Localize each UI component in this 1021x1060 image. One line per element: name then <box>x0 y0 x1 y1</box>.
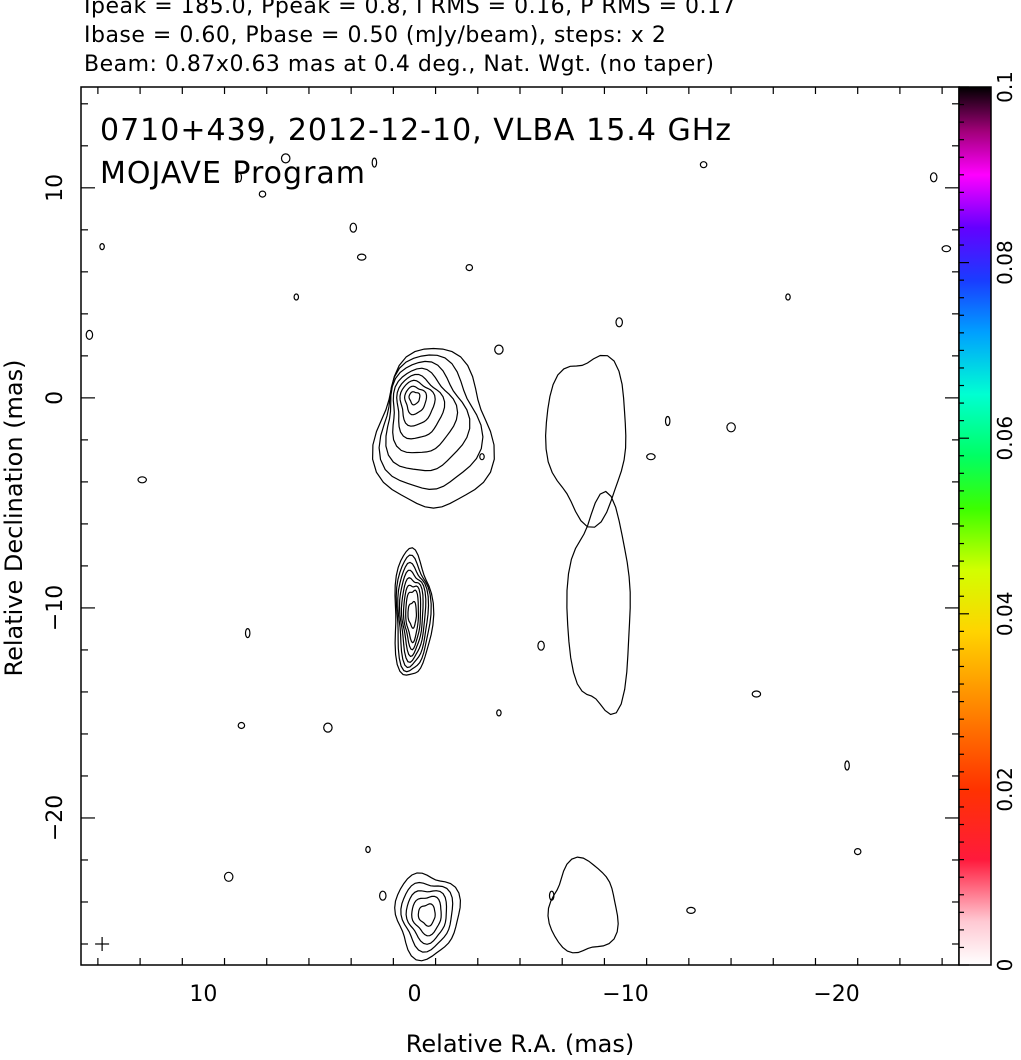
noise-islet <box>85 329 94 340</box>
x-tick-label: −10 <box>602 982 648 1007</box>
header-line-1: Ipeak = 185.0, Ppeak = 0.8, I RMS = 0.16… <box>84 0 736 19</box>
y-axis-label: Relative Declination (mas) <box>0 359 28 676</box>
component-lobe-polarization <box>547 856 619 954</box>
noise-islet <box>99 243 105 251</box>
noise-islet <box>479 453 485 461</box>
colorbar-tick-label: 0.1 <box>993 71 1017 103</box>
contour-core <box>403 385 428 416</box>
noise-islet <box>244 627 251 639</box>
x-axis-label: Relative R.A. (mas) <box>406 1030 634 1058</box>
contour-core <box>408 391 421 406</box>
noise-islet <box>323 722 333 733</box>
contour-jet <box>400 577 424 658</box>
colorbar-tick-label: 0 <box>993 959 1017 972</box>
noise-islet <box>280 153 291 164</box>
noise-islet <box>258 190 267 198</box>
noise-islet <box>465 264 474 272</box>
contour-southern-lobe <box>417 903 436 927</box>
y-tick-label: −20 <box>43 795 68 841</box>
x-tick-label: 10 <box>189 982 217 1007</box>
chart-title: 0710+439, 2012-12-10, VLBA 15.4 GHz <box>100 113 732 148</box>
y-tick-label: −10 <box>43 585 68 631</box>
noise-islet <box>365 845 371 854</box>
component-core-polarization <box>544 354 627 528</box>
component-jet <box>394 547 435 676</box>
colorbar <box>958 86 992 966</box>
noise-islet <box>349 222 358 233</box>
contour-core <box>399 379 436 427</box>
contour-southern-lobe <box>405 890 448 945</box>
contour-lobe-polarization <box>547 856 619 954</box>
noise-islet <box>356 253 367 261</box>
contour-jet <box>397 561 430 669</box>
noise-islet <box>646 453 656 461</box>
contour-jet <box>405 589 419 644</box>
colorbar-tick-label: 0.04 <box>993 592 1017 637</box>
colorbar-tick-label: 0.08 <box>993 240 1017 285</box>
component-core <box>371 347 495 509</box>
noise-islet <box>751 690 762 698</box>
noise-islet <box>378 890 387 901</box>
noise-islet <box>496 709 502 717</box>
contour-core <box>385 360 471 472</box>
contour-core <box>392 367 459 454</box>
y-tick-label: 10 <box>43 174 68 202</box>
header-line-3: Beam: 0.87x0.63 mas at 0.4 deg., Nat. Wg… <box>84 52 715 77</box>
noise-islet <box>686 906 696 915</box>
contour-southern-lobe <box>400 881 454 953</box>
noise-islet <box>664 415 671 427</box>
contour-core-polarization <box>544 354 627 528</box>
noise-islet <box>699 161 708 169</box>
plot-frame <box>80 86 960 966</box>
noise-islet <box>494 344 504 355</box>
noise-islet <box>929 172 938 183</box>
noise-islet <box>237 721 246 730</box>
noise-islet <box>785 293 791 301</box>
contour-jet <box>398 569 427 663</box>
chart-subtitle: MOJAVE Program <box>100 156 366 191</box>
contour-jet <box>407 600 417 629</box>
noise-islet <box>726 422 736 433</box>
noise-islet <box>236 172 243 183</box>
contour-jet-polarization <box>566 490 631 716</box>
noise-islet <box>844 760 850 771</box>
noise-islet <box>137 476 147 484</box>
y-tick-label: 0 <box>43 391 68 405</box>
noise-islets <box>85 153 952 915</box>
contour-core <box>396 373 446 440</box>
contour-core <box>371 347 495 509</box>
noise-islet <box>223 871 234 882</box>
beam-marker <box>95 936 110 951</box>
noise-islet <box>853 847 862 856</box>
noise-islet <box>615 317 624 328</box>
colorbar-tick-label: 0.06 <box>993 416 1017 461</box>
contour-jet <box>395 554 432 673</box>
component-southern-lobe <box>394 872 462 962</box>
component-jet-polarization <box>566 490 631 716</box>
contour-southern-lobe <box>411 895 442 937</box>
x-tick-label: 0 <box>407 982 421 1007</box>
x-tick-label: −20 <box>813 982 859 1007</box>
noise-islet <box>537 640 545 651</box>
header-line-2: Ibase = 0.60, Pbase = 0.50 (mJy/beam), s… <box>84 23 667 48</box>
contour-jet <box>394 547 435 676</box>
noise-islet <box>941 245 952 253</box>
noise-islet <box>293 293 300 301</box>
noise-islet <box>548 890 555 901</box>
contour-jet <box>402 584 422 651</box>
colorbar-tick-label: 0.02 <box>993 767 1017 812</box>
contour-southern-lobe <box>394 872 462 962</box>
noise-islet <box>371 157 378 168</box>
contour-core <box>378 354 484 491</box>
